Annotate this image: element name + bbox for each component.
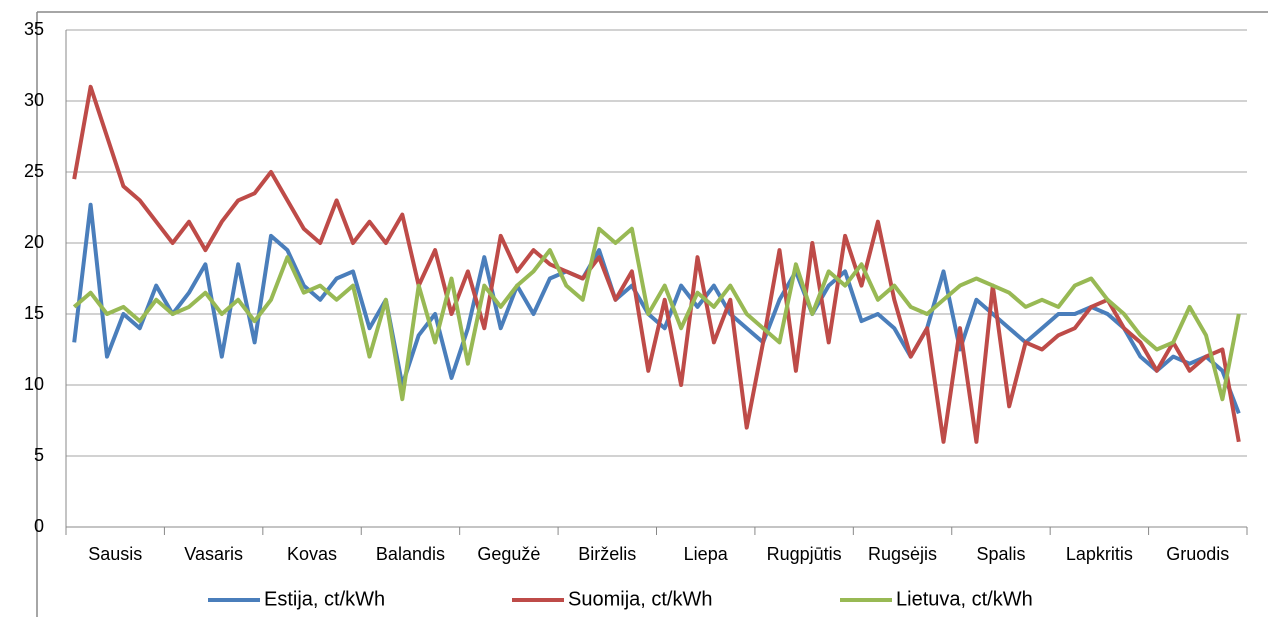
- series-line: [72, 202, 1241, 415]
- series-line: [72, 84, 1241, 444]
- y-tick-label: 25: [24, 161, 44, 181]
- x-tick-label: Liepa: [684, 544, 729, 564]
- y-tick-label: 15: [24, 303, 44, 323]
- y-tick-label: 10: [24, 374, 44, 394]
- legend-label: Estija, ct/kWh: [264, 588, 385, 610]
- x-tick-label: Rugsėjis: [868, 544, 937, 564]
- y-tick-label: 30: [24, 90, 44, 110]
- y-tick-label: 35: [24, 19, 44, 39]
- x-tick-label: Vasaris: [184, 544, 243, 564]
- y-tick-label: 0: [34, 516, 44, 536]
- y-tick-label: 5: [34, 445, 44, 465]
- x-tick-label: Spalis: [976, 544, 1025, 564]
- x-tick-label: Rugpjūtis: [767, 544, 842, 564]
- legend-label: Lietuva, ct/kWh: [896, 588, 1033, 610]
- x-tick-label: Lapkritis: [1066, 544, 1133, 564]
- x-tick-label: Kovas: [287, 544, 337, 564]
- x-tick-label: Gruodis: [1166, 544, 1229, 564]
- legend-label: Suomija, ct/kWh: [568, 588, 712, 610]
- x-tick-label: Sausis: [88, 544, 142, 564]
- x-tick-label: Balandis: [376, 544, 445, 564]
- y-tick-label: 20: [24, 232, 44, 252]
- series-line: [72, 226, 1241, 402]
- x-tick-label: Birželis: [578, 544, 636, 564]
- x-tick-label: Gegužė: [477, 544, 540, 564]
